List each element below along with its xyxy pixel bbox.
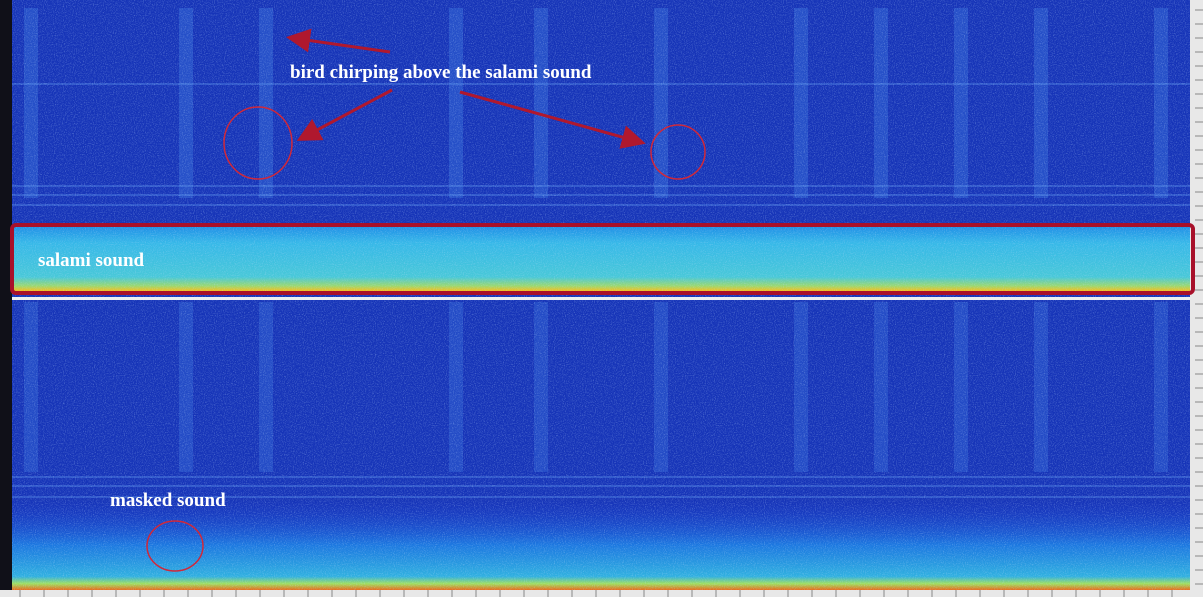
bird-label: bird chirping above the salami sound bbox=[290, 62, 592, 83]
masked-label: masked sound bbox=[110, 490, 226, 511]
salami-label: salami sound bbox=[38, 250, 145, 271]
right-ruler bbox=[1190, 0, 1203, 590]
bottom-ruler bbox=[0, 590, 1203, 597]
left-strip bbox=[0, 0, 12, 590]
spectrogram-view: bird chirping above the salami sound sal… bbox=[0, 0, 1203, 597]
page: {"annotations": {"bird": "bird chirping … bbox=[0, 0, 1203, 597]
